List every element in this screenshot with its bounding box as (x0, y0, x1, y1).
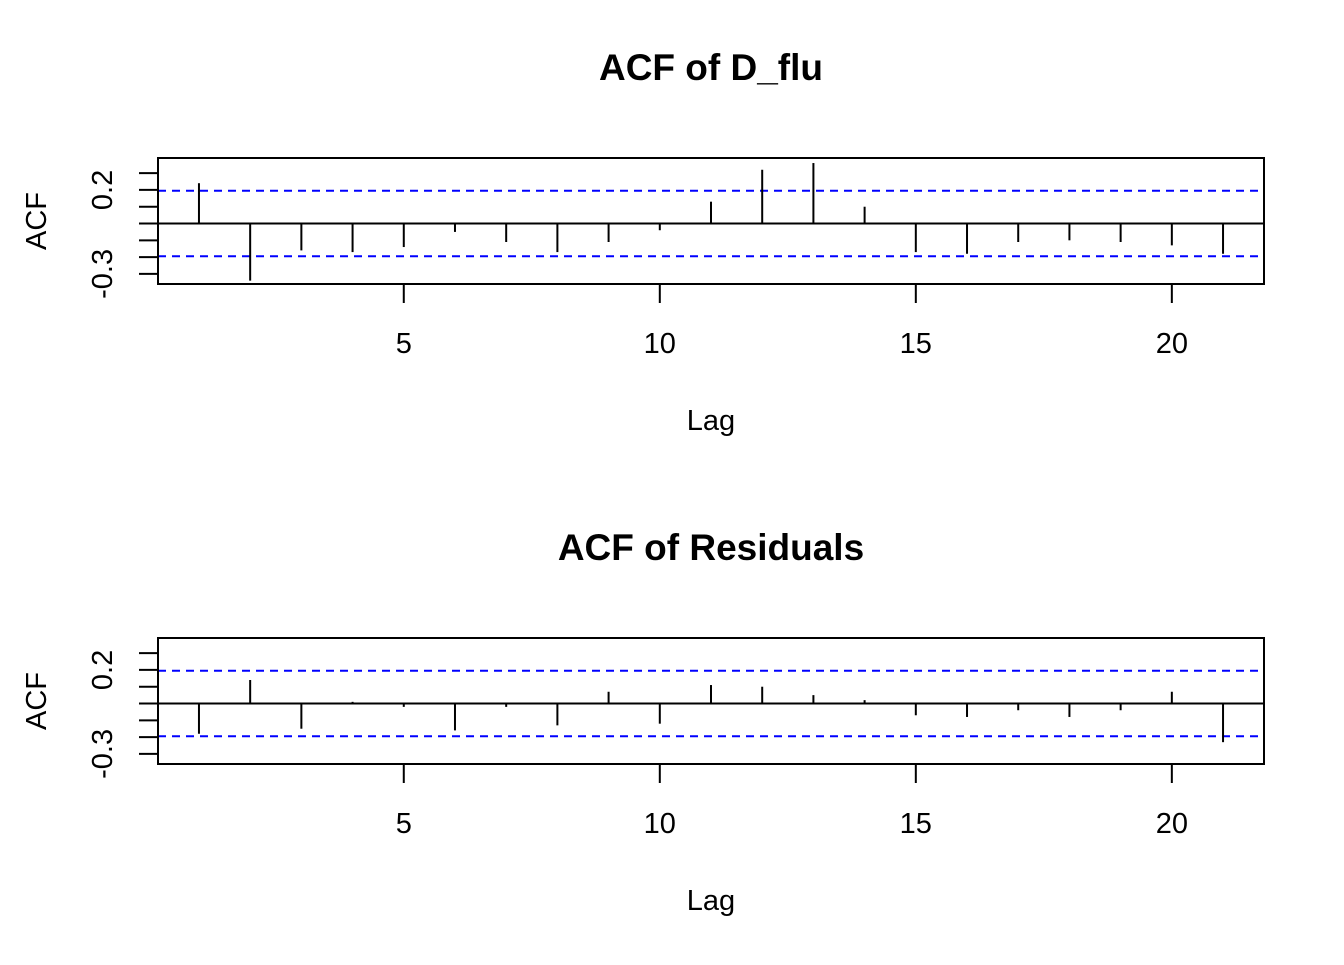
y-tick-label: -0.3 (87, 249, 119, 299)
acf-panel-2: ACF of Residuals 5 10 15 20 -0.3 0.2 Lag ACF (21, 527, 1265, 917)
x-tick-label: 5 (396, 328, 412, 360)
x-tick-label: 10 (644, 328, 676, 360)
y-tick-label: 0.2 (87, 650, 119, 690)
chart-title: ACF of Residuals (558, 527, 864, 568)
y-axis-label: ACF (21, 672, 53, 730)
x-axis-label: Lag (687, 885, 735, 917)
chart-title: ACF of D_flu (599, 47, 823, 88)
plot-frame (157, 157, 1265, 285)
y-tick-label: -0.3 (87, 729, 119, 779)
x-axis-label: Lag (687, 405, 735, 437)
x-tick-label: 10 (644, 808, 676, 840)
x-tick-label: 5 (396, 808, 412, 840)
x-tick-label: 20 (1156, 808, 1188, 840)
x-tick-label: 15 (900, 328, 932, 360)
acf-panel-1: ACF of D_flu 5 10 15 20 -0.3 0.2 Lag ACF (21, 47, 1265, 437)
y-tick-label: 0.2 (87, 170, 119, 210)
y-axis-label: ACF (21, 192, 53, 250)
x-tick-label: 20 (1156, 328, 1188, 360)
x-tick-label: 15 (900, 808, 932, 840)
plot-frame (157, 637, 1265, 765)
